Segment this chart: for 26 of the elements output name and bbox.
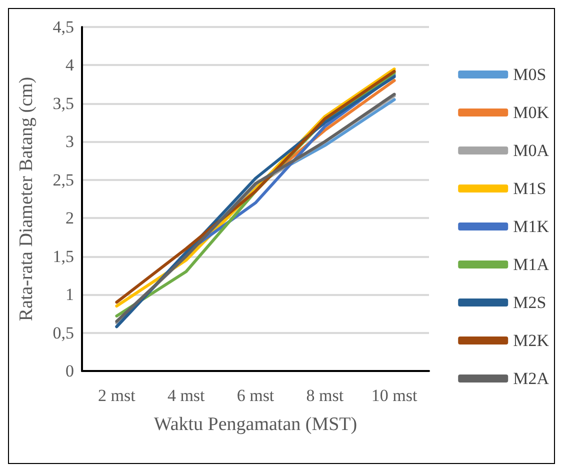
y-tick-label: 0,5 xyxy=(52,323,74,342)
y-tick-label: 3,5 xyxy=(52,94,74,113)
legend-label: M0K xyxy=(513,103,550,122)
y-tick-label: 4,5 xyxy=(52,18,74,36)
legend-label: M2A xyxy=(513,369,550,388)
x-axis-title: Waktu Pengamatan (MST) xyxy=(154,414,358,435)
y-tick-label: 2 xyxy=(66,208,74,228)
x-tick-label: 8 mst xyxy=(306,386,344,405)
legend-label: M1K xyxy=(513,217,550,236)
x-tick-label: 2 mst xyxy=(98,386,136,405)
y-tick-label: 3 xyxy=(66,132,74,152)
x-tick-label: 10 mst xyxy=(371,386,418,405)
legend-label: M0A xyxy=(513,141,550,160)
legend-label: M1A xyxy=(513,255,550,274)
legend-label: M1S xyxy=(513,179,546,198)
legend-label: M0S xyxy=(513,65,546,84)
x-tick-label: 4 mst xyxy=(167,386,206,405)
y-tick-label: 2,5 xyxy=(52,170,74,190)
y-tick-label: 4 xyxy=(66,56,74,75)
y-axis-title: Rata-rata Diameter Batang (cm) xyxy=(16,76,37,322)
x-tick-label: 6 mst xyxy=(236,386,274,405)
y-tick-label: 1,5 xyxy=(52,246,74,266)
y-tick-label: 1 xyxy=(66,285,74,304)
legend-label: M2K xyxy=(513,331,550,350)
y-tick-label: 0 xyxy=(66,362,74,380)
legend-label: M2S xyxy=(513,293,546,312)
